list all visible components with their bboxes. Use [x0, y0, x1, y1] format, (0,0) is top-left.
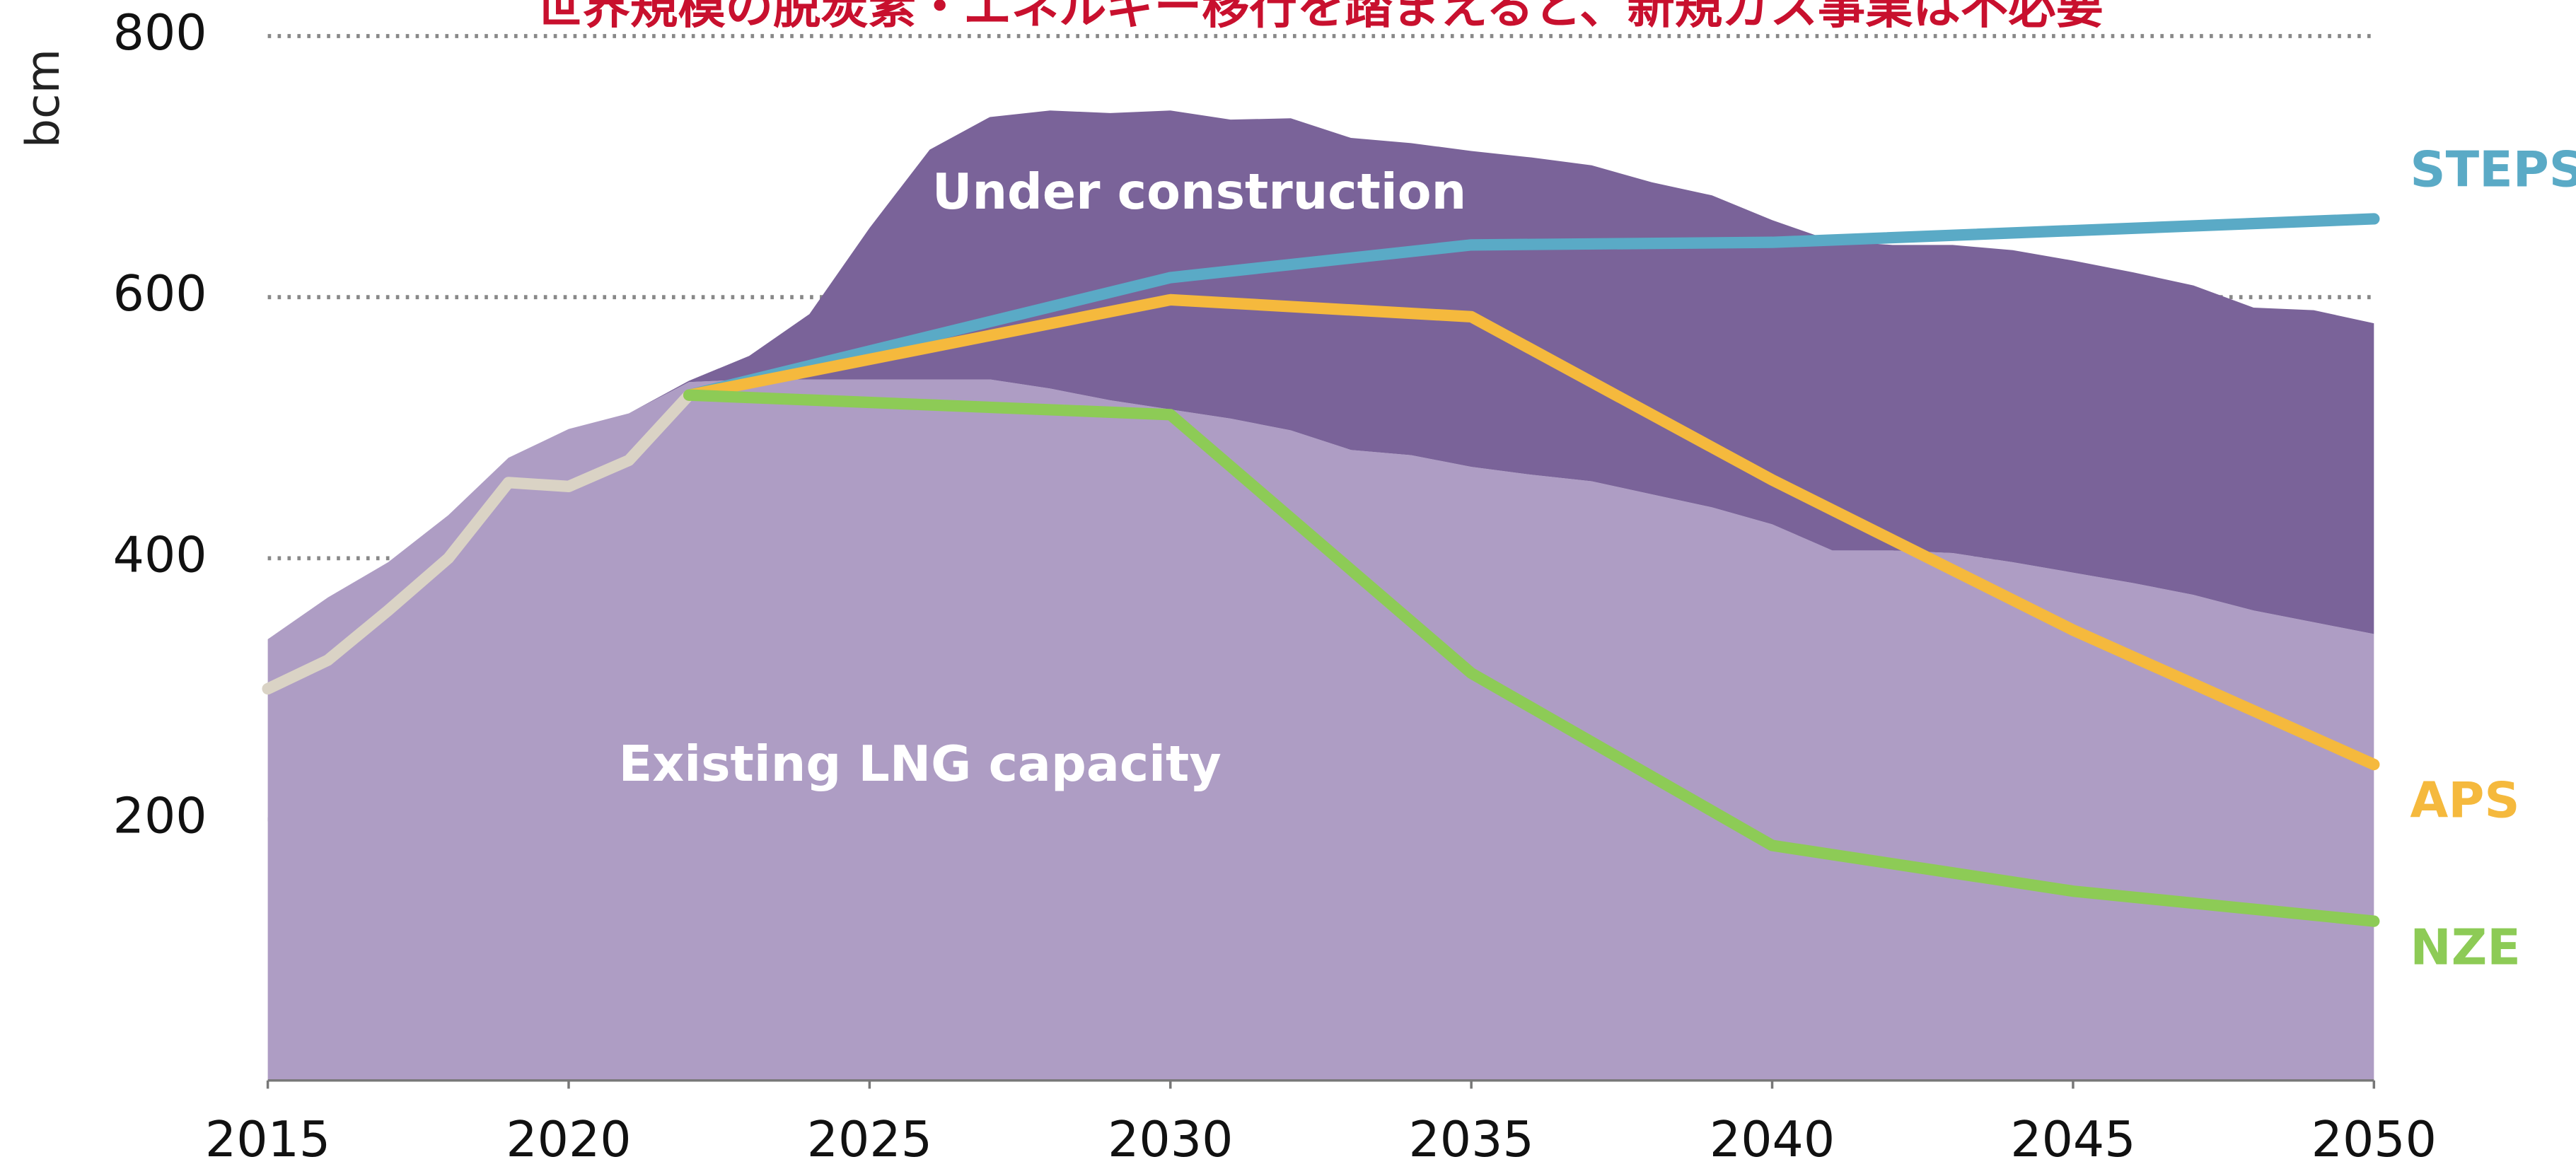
- line: [683, 213, 2380, 401]
- area: [267, 379, 2374, 1081]
- x-tick-label: 2035: [1408, 1111, 1533, 1168]
- line: [683, 389, 2380, 927]
- x-tick-label: 2020: [506, 1111, 631, 1168]
- chart-title: 世界規模の脱炭素・エネルギー移行を踏まえると、新規ガス事業は不必要: [535, 0, 2104, 34]
- y-tick-label: 800: [113, 4, 207, 62]
- y-tick-label: 400: [113, 526, 207, 583]
- y-axis-label: bcm: [17, 49, 70, 148]
- y-tick-label: 600: [113, 265, 207, 322]
- x-tick-label: 2045: [2010, 1111, 2135, 1168]
- x-tick-label: 2025: [807, 1111, 932, 1168]
- y-tick-label: 200: [113, 788, 207, 845]
- line-label: NZE: [2410, 919, 2520, 976]
- x-tick-label: 2050: [2311, 1111, 2437, 1168]
- x-tick-label: 2040: [1710, 1111, 1835, 1168]
- area-label: Existing LNG capacity: [619, 735, 1222, 793]
- line: [262, 389, 695, 695]
- x-tick-label: 2015: [205, 1111, 330, 1168]
- area-label: Under construction: [932, 163, 1466, 221]
- line: [683, 293, 2380, 771]
- x-tick-label: 2030: [1108, 1111, 1233, 1168]
- line-label: APS: [2410, 772, 2519, 830]
- line-label: STEPS: [2410, 141, 2576, 199]
